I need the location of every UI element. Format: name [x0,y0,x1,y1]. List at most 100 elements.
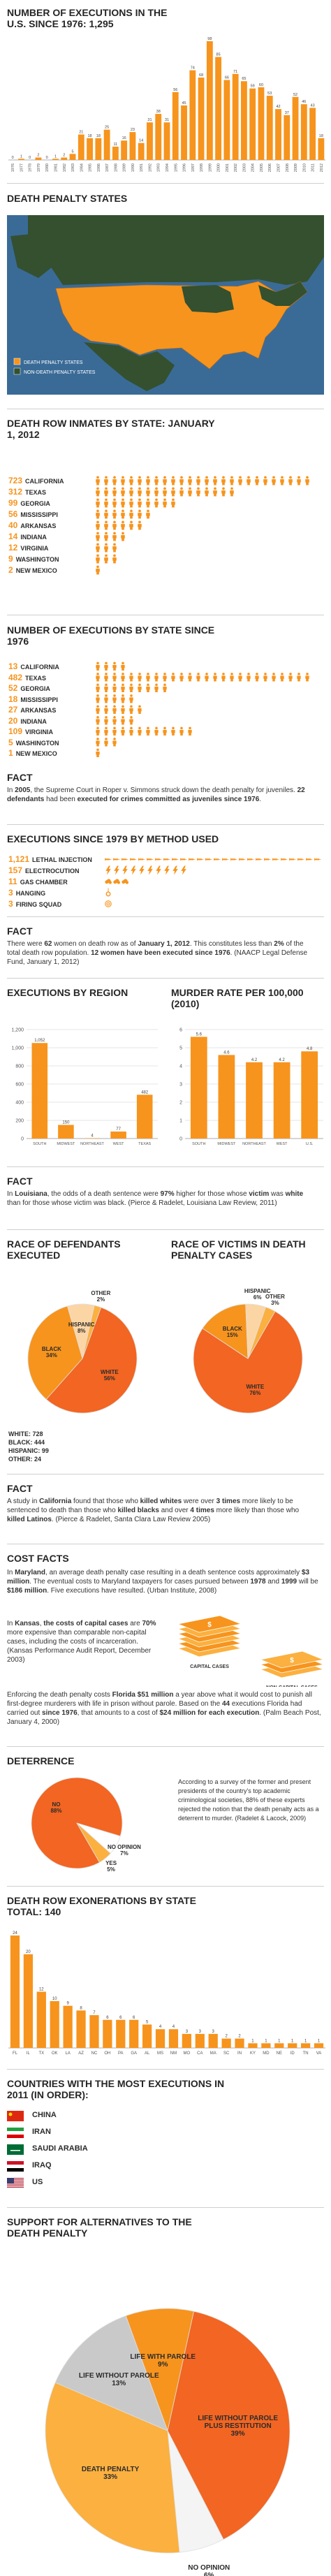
bar-chart: 0 1 2 3 4 5 6 5.6 SOUTH 4.6 MIDWEST 4.2 NORTHEAST 4.2… [179,1028,323,1146]
icon [104,554,108,564]
x-tick-label: 1978 [29,163,33,172]
icon [96,716,100,725]
icon [138,498,142,508]
x-tick-label: 2008 [286,163,290,172]
text: . The eventual costs to Maryland taxpaye… [29,1578,251,1586]
icon-row [96,705,142,714]
x-tick-label: 2003 [242,163,247,172]
icon [171,487,175,497]
bar [147,122,153,160]
icon-row [105,858,321,861]
x-tick-label: 2011 [311,163,316,172]
pie-label-value: 15% [226,1331,238,1338]
y-tick-label: 5 [179,1046,182,1051]
value-label: 24 [13,1931,17,1935]
divider [7,1166,324,1167]
icon [171,498,175,508]
race-count: HISPANIC: 99 [8,1447,49,1454]
icon [138,673,142,682]
icon [221,487,226,497]
value-label: 6 [119,2016,122,2020]
value-label: 74 [191,66,195,71]
x-tick-label: WEST [113,1142,125,1146]
row-value: 99 [8,498,18,508]
value-label: 150 [62,1121,70,1125]
bold-text: Louisiana [15,1190,47,1198]
row-label: 20 INDIANA [8,715,47,726]
pie-label-name: NO [52,1801,61,1808]
pie-slice [125,2308,195,2432]
icon [122,858,128,861]
icon [112,683,117,692]
x-tick-label: IL [27,2051,31,2056]
icon [104,476,108,485]
text: , the Supreme Court in Roper v. Simmons … [30,786,297,794]
x-tick-label: 1990 [131,163,135,172]
icon [196,673,200,682]
text: was [269,1190,286,1198]
icon [289,858,296,861]
pie-label-name: OTHER [265,1293,285,1300]
value-label: 98 [207,37,212,41]
pie-label-value: 5% [107,1866,115,1873]
icon-row [96,565,100,575]
icon [306,858,313,861]
text: will be [297,1578,318,1586]
pie-label-name: HISPANIC [68,1321,95,1328]
bold-text: 97% [160,1190,175,1198]
icon [255,476,259,485]
row-label: 3 HANGING [8,887,45,898]
value-label: 1 [20,154,22,159]
icon [146,509,150,519]
x-tick-label: 1976 [11,163,15,172]
icon [213,476,217,485]
section-title: FACT [7,1483,33,1494]
icon [146,683,150,692]
icon [171,726,175,736]
icon [263,673,267,682]
icon [104,705,108,714]
value-label: 4.6 [223,1051,230,1055]
section-title: RACE OF VICTIMS IN DEATH PENALTY CASES [171,1238,306,1261]
x-tick-label: 1984 [80,163,84,172]
text: Enforcing the death penalty costs [7,1691,112,1699]
row-value: 157 [8,865,23,875]
icon-row [96,673,309,682]
bar [195,2033,205,2048]
icon [96,554,100,564]
text: In [7,786,15,794]
row-label: 482 TEXAS [8,672,46,683]
icon [129,705,133,714]
x-tick-label: IN [237,2051,242,2056]
value-label: 42 [276,105,280,109]
row-value: 27 [8,705,18,715]
row-value: 9 [8,554,13,564]
row-label: 40 ARKANSAS [8,520,56,531]
land [28,215,324,285]
text: . (NAACP Legal Defense Fund, January 1, … [7,949,308,966]
icon [104,498,108,508]
bar [261,2043,271,2048]
bar [129,132,136,160]
icon [104,661,108,671]
icon [96,694,100,703]
icon [179,476,184,485]
x-tick-label: 2010 [302,163,307,172]
x-tick-label: 1996 [183,163,187,172]
bold-text: 70% [142,1620,156,1627]
row-value: 20 [8,715,18,726]
icon-row [96,661,125,671]
icon [155,858,162,861]
value-label: 2 [225,2035,228,2039]
icon [129,476,133,485]
icon [121,509,125,519]
icon [112,476,117,485]
section-title: SUPPORT FOR ALTERNATIVES TO THE DEATH PE… [7,2216,192,2239]
icon [147,865,153,875]
pie-slice [27,1305,83,1400]
icon-row [96,726,192,736]
value-label: 0 [46,156,48,160]
section-title: DEATH PENALTY STATES [7,193,128,204]
x-tick-label: LA [65,2051,70,2056]
bold-text: killed Latinos [7,1516,52,1523]
